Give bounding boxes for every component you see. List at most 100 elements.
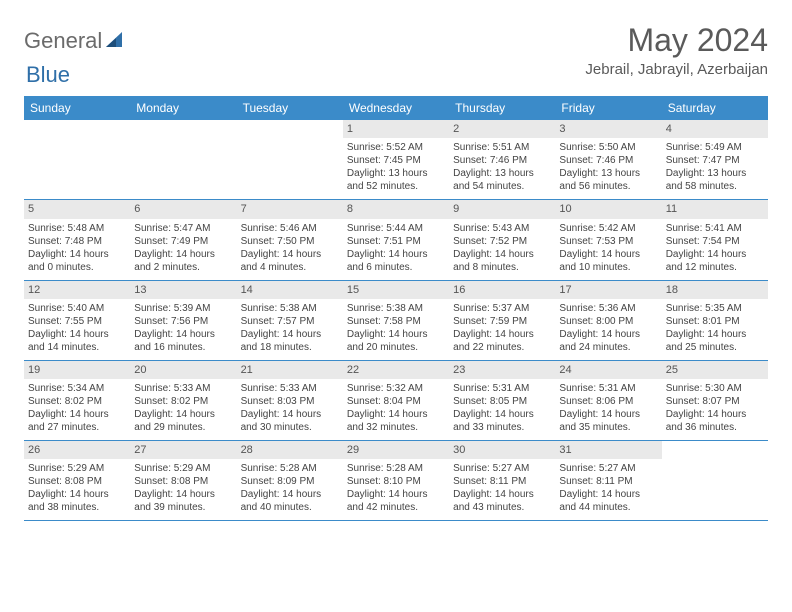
sunrise-text: Sunrise: 5:48 AM — [28, 222, 126, 235]
daylight-text: Daylight: 14 hours — [241, 328, 339, 341]
day-cell — [130, 120, 236, 199]
daylight-text: Daylight: 14 hours — [134, 328, 232, 341]
daylight-text: Daylight: 14 hours — [666, 328, 764, 341]
day-details: Sunrise: 5:48 AMSunset: 7:48 PMDaylight:… — [28, 222, 126, 274]
daylight-text: Daylight: 14 hours — [134, 408, 232, 421]
daylight-text: and 43 minutes. — [453, 501, 551, 514]
sunset-text: Sunset: 8:05 PM — [453, 395, 551, 408]
day-details: Sunrise: 5:38 AMSunset: 7:57 PMDaylight:… — [241, 302, 339, 354]
day-cell: 29Sunrise: 5:28 AMSunset: 8:10 PMDayligh… — [343, 441, 449, 520]
day-details: Sunrise: 5:51 AMSunset: 7:46 PMDaylight:… — [453, 141, 551, 193]
month-title: May 2024 — [585, 22, 768, 59]
sunset-text: Sunset: 8:07 PM — [666, 395, 764, 408]
day-number: 1 — [343, 120, 449, 138]
daylight-text: and 4 minutes. — [241, 261, 339, 274]
sunrise-text: Sunrise: 5:37 AM — [453, 302, 551, 315]
daylight-text: Daylight: 14 hours — [559, 328, 657, 341]
sunset-text: Sunset: 7:59 PM — [453, 315, 551, 328]
sunset-text: Sunset: 8:08 PM — [134, 475, 232, 488]
day-number: 10 — [555, 200, 661, 218]
day-number: 5 — [24, 200, 130, 218]
daylight-text: Daylight: 14 hours — [666, 408, 764, 421]
sunrise-text: Sunrise: 5:27 AM — [559, 462, 657, 475]
daylight-text: and 29 minutes. — [134, 421, 232, 434]
day-header-row: SundayMondayTuesdayWednesdayThursdayFrid… — [24, 96, 768, 120]
day-details: Sunrise: 5:28 AMSunset: 8:09 PMDaylight:… — [241, 462, 339, 514]
daylight-text: Daylight: 14 hours — [347, 488, 445, 501]
day-details: Sunrise: 5:38 AMSunset: 7:58 PMDaylight:… — [347, 302, 445, 354]
day-number: 18 — [662, 281, 768, 299]
day-cell: 30 Sunrise: 5:27 AMSunset: 8:11 PMDayligh… — [449, 441, 555, 520]
day-number: 13 — [130, 281, 236, 299]
sunrise-text: Sunrise: 5:38 AM — [347, 302, 445, 315]
day-details: Sunrise: 5:27 AMSunset: 8:11 PMDaylight:… — [453, 462, 551, 514]
location-text: Jebrail, Jabrayil, Azerbaijan — [585, 61, 768, 78]
daylight-text: Daylight: 14 hours — [347, 328, 445, 341]
day-number: 6 — [130, 200, 236, 218]
daylight-text: and 35 minutes. — [559, 421, 657, 434]
day-number: 21 — [237, 361, 343, 379]
logo-word-1: General — [24, 28, 102, 54]
sunset-text: Sunset: 7:53 PM — [559, 235, 657, 248]
day-number: 25 — [662, 361, 768, 379]
sunrise-text: Sunrise: 5:43 AM — [453, 222, 551, 235]
daylight-text: Daylight: 14 hours — [241, 488, 339, 501]
day-details: Sunrise: 5:35 AMSunset: 8:01 PMDaylight:… — [666, 302, 764, 354]
day-cell: 24Sunrise: 5:31 AMSunset: 8:06 PMDayligh… — [555, 361, 661, 440]
day-cell: 28 Sunrise: 5:28 AMSunset: 8:09 PMDayligh… — [237, 441, 343, 520]
day-details: Sunrise: 5:29 AMSunset: 8:08 PMDaylight:… — [134, 462, 232, 514]
daylight-text: and 36 minutes. — [666, 421, 764, 434]
day-cell: 16Sunrise: 5:37 AMSunset: 7:59 PMDayligh… — [449, 281, 555, 360]
calendar: SundayMondayTuesdayWednesdayThursdayFrid… — [24, 96, 768, 521]
daylight-text: and 30 minutes. — [241, 421, 339, 434]
daylight-text: Daylight: 13 hours — [347, 167, 445, 180]
day-number: 19 — [24, 361, 130, 379]
day-number: 20 — [130, 361, 236, 379]
daylight-text: and 14 minutes. — [28, 341, 126, 354]
day-number: 28 — [237, 441, 343, 459]
day-cell: 6Sunrise: 5:47 AMSunset: 7:49 PMDaylight… — [130, 200, 236, 279]
sunset-text: Sunset: 7:47 PM — [666, 154, 764, 167]
day-number: 30 — [449, 441, 555, 459]
day-cell: 3Sunrise: 5:50 AMSunset: 7:46 PMDaylight… — [555, 120, 661, 199]
day-number: 24 — [555, 361, 661, 379]
daylight-text: and 18 minutes. — [241, 341, 339, 354]
daylight-text: and 25 minutes. — [666, 341, 764, 354]
day-details: Sunrise: 5:34 AMSunset: 8:02 PMDaylight:… — [28, 382, 126, 434]
weeks-container: 1Sunrise: 5:52 AMSunset: 7:45 PMDaylight… — [24, 120, 768, 521]
sunrise-text: Sunrise: 5:50 AM — [559, 141, 657, 154]
daylight-text: Daylight: 14 hours — [559, 408, 657, 421]
day-number: 7 — [237, 200, 343, 218]
daylight-text: and 54 minutes. — [453, 180, 551, 193]
daylight-text: and 8 minutes. — [453, 261, 551, 274]
sunrise-text: Sunrise: 5:28 AM — [347, 462, 445, 475]
daylight-text: and 40 minutes. — [241, 501, 339, 514]
daylight-text: Daylight: 14 hours — [453, 328, 551, 341]
week-row: 1Sunrise: 5:52 AMSunset: 7:45 PMDaylight… — [24, 120, 768, 200]
day-details: Sunrise: 5:30 AMSunset: 8:07 PMDaylight:… — [666, 382, 764, 434]
sunrise-text: Sunrise: 5:35 AM — [666, 302, 764, 315]
daylight-text: and 6 minutes. — [347, 261, 445, 274]
day-details: Sunrise: 5:33 AMSunset: 8:02 PMDaylight:… — [134, 382, 232, 434]
day-details: Sunrise: 5:32 AMSunset: 8:04 PMDaylight:… — [347, 382, 445, 434]
daylight-text: Daylight: 14 hours — [241, 248, 339, 261]
day-number: 14 — [237, 281, 343, 299]
day-cell: 11Sunrise: 5:41 AMSunset: 7:54 PMDayligh… — [662, 200, 768, 279]
day-details: Sunrise: 5:43 AMSunset: 7:52 PMDaylight:… — [453, 222, 551, 274]
day-cell: 15Sunrise: 5:38 AMSunset: 7:58 PMDayligh… — [343, 281, 449, 360]
daylight-text: Daylight: 14 hours — [28, 488, 126, 501]
day-name: Sunday — [24, 96, 130, 120]
daylight-text: Daylight: 14 hours — [134, 488, 232, 501]
sunrise-text: Sunrise: 5:32 AM — [347, 382, 445, 395]
day-cell: 2Sunrise: 5:51 AMSunset: 7:46 PMDaylight… — [449, 120, 555, 199]
sunset-text: Sunset: 7:58 PM — [347, 315, 445, 328]
daylight-text: Daylight: 14 hours — [28, 328, 126, 341]
sunrise-text: Sunrise: 5:47 AM — [134, 222, 232, 235]
day-cell: 12Sunrise: 5:40 AMSunset: 7:55 PMDayligh… — [24, 281, 130, 360]
sunrise-text: Sunrise: 5:31 AM — [559, 382, 657, 395]
day-details: Sunrise: 5:41 AMSunset: 7:54 PMDaylight:… — [666, 222, 764, 274]
sunrise-text: Sunrise: 5:42 AM — [559, 222, 657, 235]
week-row: 19 Sunrise: 5:34 AMSunset: 8:02 PMDayligh… — [24, 361, 768, 441]
day-cell: 23Sunrise: 5:31 AMSunset: 8:05 PMDayligh… — [449, 361, 555, 440]
day-details: Sunrise: 5:31 AMSunset: 8:05 PMDaylight:… — [453, 382, 551, 434]
